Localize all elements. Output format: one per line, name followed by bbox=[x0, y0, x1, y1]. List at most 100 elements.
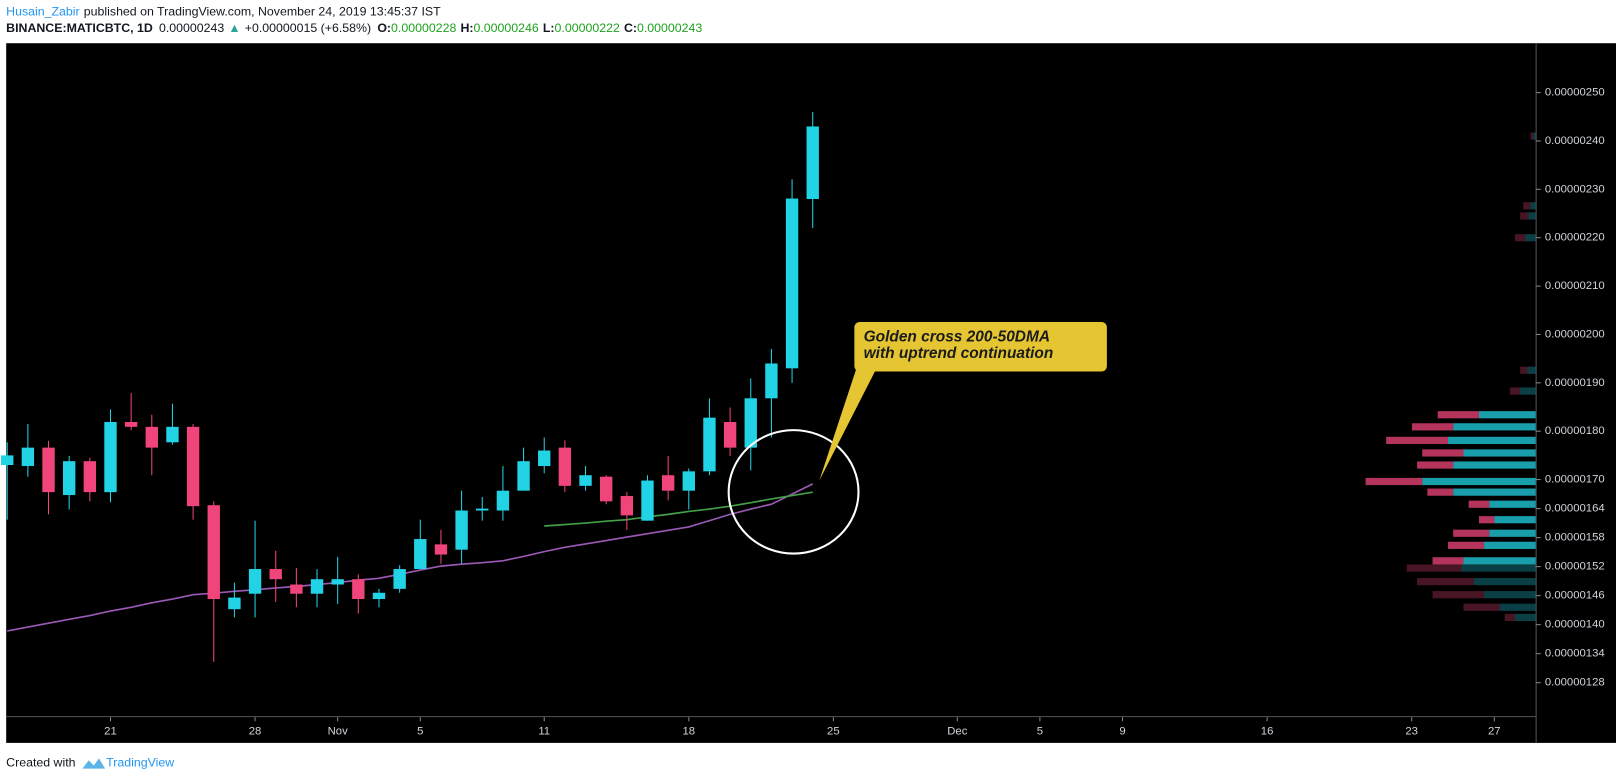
ohlc-value: 0.00000222 bbox=[555, 21, 620, 35]
candle-body bbox=[496, 490, 510, 511]
volume-up bbox=[1515, 613, 1536, 622]
candle-body bbox=[42, 447, 55, 493]
y-tick-label: 0.00000240 bbox=[1545, 135, 1605, 147]
x-tick-label: 18 bbox=[682, 726, 695, 738]
volume-down bbox=[1478, 516, 1495, 524]
symbol: BINANCE:MATICBTC, 1D bbox=[6, 21, 153, 35]
candle-body bbox=[765, 363, 778, 399]
last-price: 0.00000243 bbox=[159, 21, 224, 35]
candle-body bbox=[703, 417, 716, 472]
ohlc-label: L: bbox=[543, 21, 555, 35]
volume-down bbox=[1365, 477, 1423, 486]
y-tick-label: 0.00000164 bbox=[1545, 503, 1605, 515]
y-tick-label: 0.00000210 bbox=[1545, 280, 1605, 292]
volume-up bbox=[1530, 202, 1536, 210]
volume-down bbox=[1509, 387, 1521, 395]
candle-body bbox=[414, 539, 427, 570]
candle-body bbox=[785, 198, 799, 369]
volume-up bbox=[1525, 234, 1536, 242]
candle-body bbox=[269, 569, 282, 580]
volume-up bbox=[1463, 557, 1536, 565]
x-tick-label: 5 bbox=[1037, 726, 1043, 738]
volume-up bbox=[1448, 436, 1536, 444]
ohlc-value: 0.00000246 bbox=[473, 21, 538, 35]
y-tick-label: 0.00000190 bbox=[1545, 377, 1605, 389]
quote-line: BINANCE:MATICBTC, 1D 0.00000243 ▲ +0.000000… bbox=[6, 21, 702, 35]
x-tick-label: 16 bbox=[1261, 726, 1274, 738]
volume-up bbox=[1489, 500, 1536, 508]
annotation: Golden cross 200-50DMA with uptrend cont… bbox=[727, 322, 1107, 555]
candle-body bbox=[124, 422, 138, 427]
volume-up bbox=[1461, 564, 1536, 572]
volume-up bbox=[1533, 132, 1536, 140]
header-line: Husain_Zabir published on TradingView.com… bbox=[6, 5, 441, 19]
x-tick-label: 5 bbox=[417, 726, 423, 738]
y-tick-label: 0.00000158 bbox=[1545, 532, 1605, 544]
candle-body bbox=[476, 508, 489, 511]
volume-down bbox=[1437, 411, 1479, 419]
y-tick-label: 0.00000140 bbox=[1545, 619, 1605, 631]
volume-up bbox=[1489, 529, 1536, 537]
candle-body bbox=[83, 461, 97, 493]
candle-body bbox=[228, 597, 241, 610]
candle-body bbox=[744, 398, 757, 448]
volume-down bbox=[1453, 529, 1490, 537]
y-tick-label: 0.00000200 bbox=[1545, 328, 1605, 340]
highlight-circle bbox=[727, 429, 860, 555]
volume-up bbox=[1478, 411, 1536, 419]
candle-body bbox=[248, 569, 262, 594]
candle-body bbox=[682, 471, 695, 491]
annotation-text: Golden cross 200-50DMA bbox=[864, 329, 1050, 346]
x-tick-label: 23 bbox=[1405, 726, 1418, 738]
volume-up bbox=[1453, 461, 1536, 469]
annotation-text: with uptrend continuation bbox=[864, 345, 1054, 362]
candle-body bbox=[104, 422, 117, 493]
volume-down bbox=[1417, 578, 1474, 586]
y-tick-label: 0.00000146 bbox=[1545, 590, 1605, 602]
ma-line bbox=[544, 491, 813, 527]
candle-body bbox=[558, 447, 572, 486]
volume-up bbox=[1484, 591, 1536, 599]
volume-down bbox=[1520, 366, 1528, 374]
x-tick-label: 28 bbox=[249, 726, 262, 738]
volume-down bbox=[1530, 132, 1534, 140]
ohlc-value: 0.00000228 bbox=[391, 21, 456, 35]
brand-link[interactable]: TradingView bbox=[106, 756, 174, 770]
candle-body bbox=[310, 579, 324, 594]
volume-down bbox=[1468, 500, 1490, 508]
change: +0.00000015 (+6.58%) bbox=[245, 21, 371, 35]
volume-down bbox=[1406, 564, 1462, 572]
x-tick-label: Dec bbox=[947, 726, 967, 738]
candle-body bbox=[806, 126, 819, 200]
candle-body bbox=[1, 455, 14, 466]
published-text: published on TradingView.com, November 2… bbox=[84, 5, 441, 19]
volume-down bbox=[1520, 212, 1529, 220]
candle-body bbox=[723, 422, 737, 448]
candle-body bbox=[434, 544, 448, 555]
volume-down bbox=[1523, 202, 1531, 210]
candle-body bbox=[372, 592, 386, 600]
x-tick-label: 25 bbox=[827, 726, 840, 738]
candle-body bbox=[166, 426, 179, 443]
y-tick-label: 0.00000180 bbox=[1545, 425, 1605, 437]
footer-text: Created with bbox=[6, 756, 75, 770]
brand-logo bbox=[82, 758, 106, 769]
candle-body bbox=[579, 475, 592, 486]
volume-up bbox=[1520, 387, 1536, 395]
ohlc-label: H: bbox=[460, 21, 473, 35]
candle-body bbox=[145, 426, 158, 448]
volume-down bbox=[1448, 541, 1485, 549]
plot: 0.00000250 0.00000240 0.00000230 0.00000220… bbox=[1, 87, 1605, 738]
volume-down bbox=[1411, 423, 1454, 431]
y-tick-label: 0.00000230 bbox=[1545, 183, 1605, 195]
author-link[interactable]: Husain_Zabir bbox=[6, 5, 79, 19]
change-arrow: ▲ bbox=[228, 21, 240, 35]
y-tick-label: 0.00000134 bbox=[1545, 648, 1605, 660]
volume-down bbox=[1417, 461, 1454, 469]
x-tick-label: Nov bbox=[328, 726, 348, 738]
callout-box bbox=[854, 322, 1107, 372]
volume-down bbox=[1432, 591, 1485, 599]
x-tick-label: 21 bbox=[104, 726, 117, 738]
